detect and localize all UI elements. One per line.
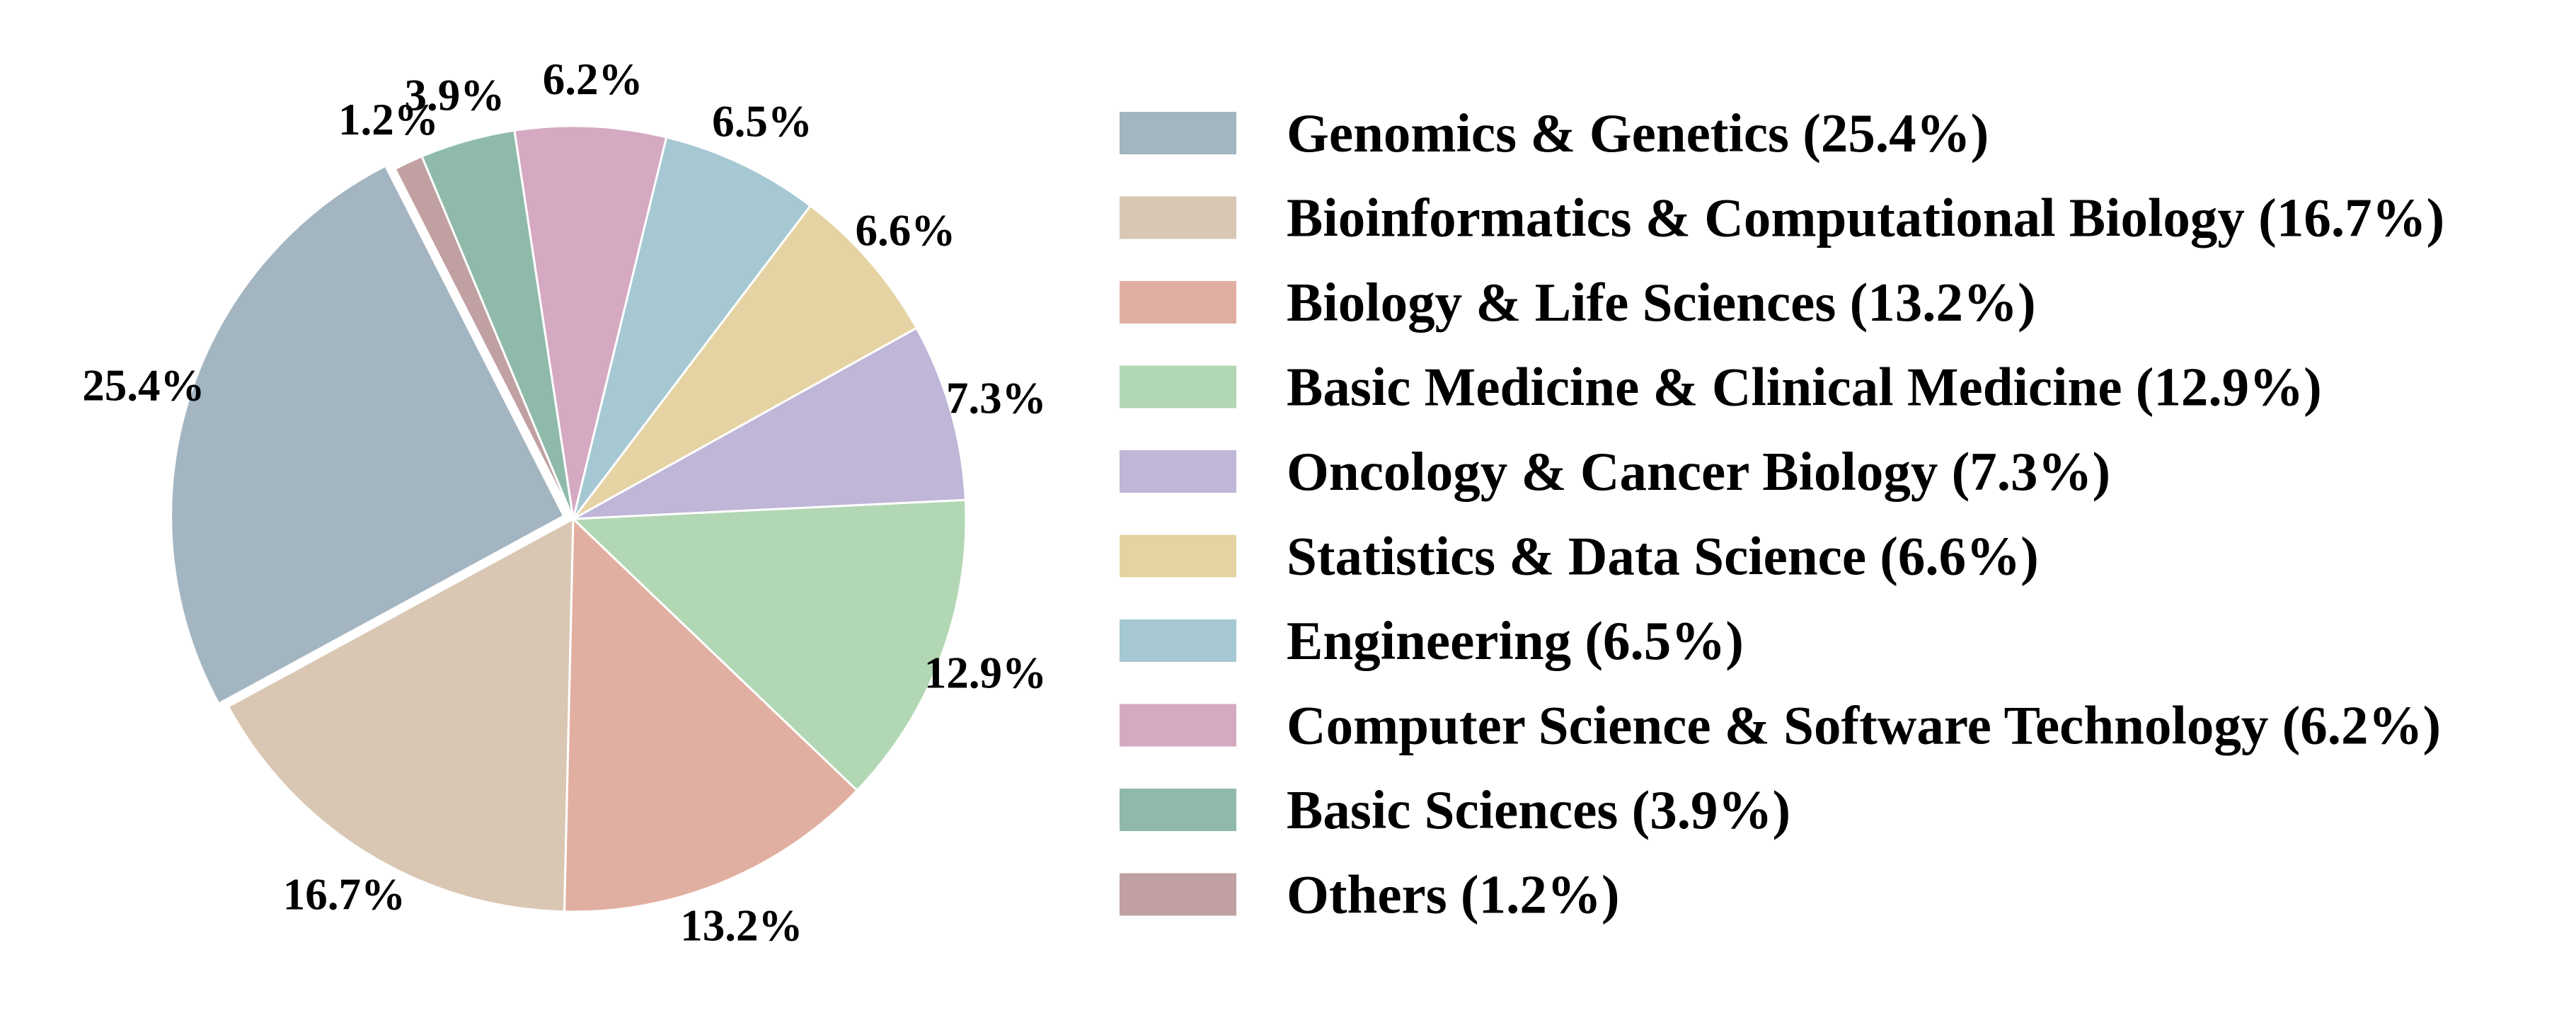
legend-swatch-statistics-and-data-science (1120, 534, 1236, 578)
pie-slice-statistics-and-data-science (572, 205, 918, 520)
pie-slices (170, 125, 967, 913)
value-label-basic-medicine-and-clinical-medicine: 12.9% (924, 648, 1047, 697)
pie-slice-computer-science-and-software-technology (513, 125, 668, 520)
legend-label-statistics-and-data-science: Statistics & Data Science (6.6%) (1287, 526, 2039, 587)
legend: Genomics & Genetics (25.4%) Bioinformatic… (1120, 103, 2444, 925)
legend-label-basic-medicine-and-clinical-medicine: Basic Medicine & Clinical Medicine (12.9… (1287, 357, 2322, 418)
pie-slice-others (393, 155, 575, 520)
legend-swatch-engineering (1120, 619, 1236, 662)
legend-label-engineering: Engineering (6.5%) (1287, 610, 1744, 671)
legend-swatch-computer-science-and-software-technology (1120, 704, 1236, 747)
legend-label-oncology-and-cancer-biology: Oncology & Cancer Biology (7.3%) (1287, 441, 2110, 502)
value-label-others: 1.2% (338, 95, 439, 144)
legend-label-basic-sciences: Basic Sciences (3.9%) (1287, 779, 1790, 840)
pie-slice-engineering (572, 136, 812, 520)
legend-swatch-others (1120, 873, 1236, 916)
value-label-oncology-and-cancer-biology: 7.3% (946, 374, 1047, 423)
value-label-bioinformatics-and-computational-biology: 16.7% (283, 870, 406, 920)
legend-label-biology-and-life-sciences: Biology & Life Sciences (13.2%) (1287, 272, 2036, 333)
legend-swatch-biology-and-life-sciences (1120, 281, 1236, 324)
pie-slice-genomics-and-genetics (170, 164, 565, 705)
value-label-biology-and-life-sciences: 13.2% (680, 900, 803, 950)
legend-swatch-oncology-and-cancer-biology (1120, 450, 1236, 493)
legend-swatch-basic-sciences (1120, 789, 1236, 831)
pie-slice-biology-and-life-sciences (563, 517, 858, 913)
pie-slice-oncology-and-cancer-biology (572, 326, 967, 520)
value-label-statistics-and-data-science: 6.6% (856, 205, 956, 255)
value-label-genomics-and-genetics: 25.4% (82, 361, 205, 411)
pie-value-labels: 25.4% 16.7% 13.2% 12.9% 7.3% 6.6% 6.5% 6.2% 3.9%… (82, 55, 1047, 950)
pie-slice-basic-medicine-and-clinical-medicine (572, 498, 967, 792)
value-label-engineering: 6.5% (712, 97, 812, 147)
legend-label-computer-science-and-software-technology: Computer Science & Software Technology (… (1287, 695, 2441, 756)
legend-swatch-basic-medicine-and-clinical-medicine (1120, 365, 1236, 408)
legend-label-bioinformatics-and-computational-biology: Bioinformatics & Computational Biology (… (1287, 188, 2444, 248)
value-label-basic-sciences: 3.9% (404, 70, 505, 120)
legend-label-genomics-and-genetics: Genomics & Genetics (25.4%) (1287, 103, 1989, 164)
value-label-computer-science-and-software-technology: 6.2% (543, 55, 643, 104)
pie-slice-bioinformatics-and-computational-biology (226, 517, 575, 913)
legend-label-others: Others (1.2%) (1287, 864, 1619, 925)
legend-swatch-bioinformatics-and-computational-biology (1120, 196, 1236, 239)
legend-swatch-genomics-and-genetics (1120, 112, 1236, 154)
